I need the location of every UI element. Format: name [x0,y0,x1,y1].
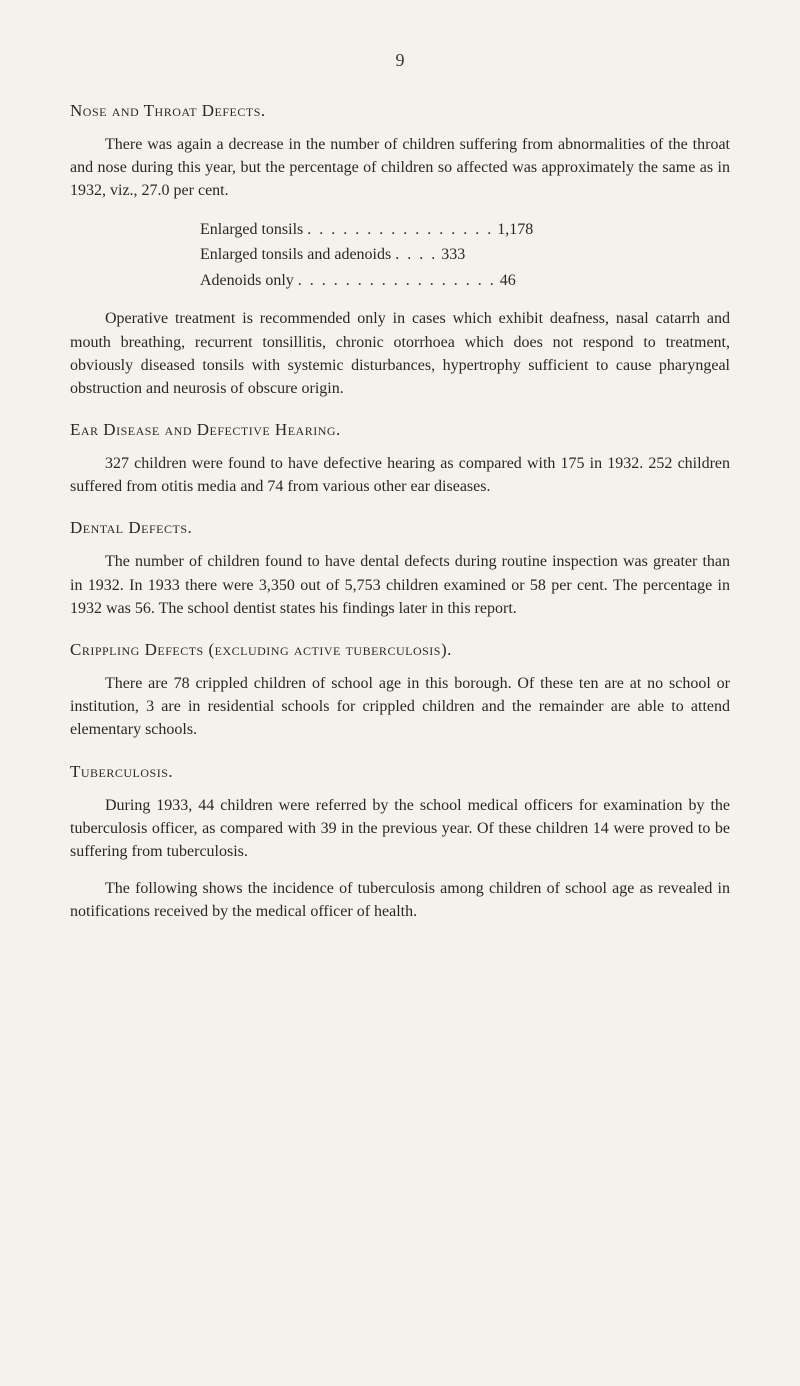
stat-value: 333 [441,242,465,268]
stat-label: Enlarged tonsils [200,217,303,243]
dental-defects-heading: Dental Defects. [70,518,730,538]
nose-throat-para-2: Operative treatment is recommended only … [70,307,730,400]
page-number: 9 [70,50,730,71]
tonsils-stats-table: Enlarged tonsils . . . . . . . . . . . .… [200,217,730,294]
crippling-defects-heading: Crippling Defects (excluding active tube… [70,640,730,660]
stat-row: Adenoids only . . . . . . . . . . . . . … [200,268,730,294]
dental-defects-para-1: The number of children found to have den… [70,550,730,620]
tuberculosis-para-2: The following shows the incidence of tub… [70,877,730,923]
stat-value: 1,178 [497,217,533,243]
ear-disease-heading: Ear Disease and Defective Hearing. [70,420,730,440]
document-page: 9 Nose and Throat Defects. There was aga… [0,0,800,978]
stat-dots: . . . . [391,242,441,268]
stat-row: Enlarged tonsils and adenoids . . . . 33… [200,242,730,268]
ear-disease-para-1: 327 children were found to have defectiv… [70,452,730,498]
stat-label: Adenoids only [200,268,294,294]
tuberculosis-heading: Tuberculosis. [70,762,730,782]
stat-value: 46 [500,268,516,294]
tuberculosis-para-1: During 1933, 44 children were referred b… [70,794,730,864]
stat-label: Enlarged tonsils and adenoids [200,242,391,268]
nose-throat-para-1: There was again a decrease in the number… [70,133,730,203]
stat-dots: . . . . . . . . . . . . . . . . . [294,268,500,294]
stat-dots: . . . . . . . . . . . . . . . . [303,217,497,243]
stat-row: Enlarged tonsils . . . . . . . . . . . .… [200,217,730,243]
nose-throat-heading: Nose and Throat Defects. [70,101,730,121]
crippling-defects-para-1: There are 78 crippled children of school… [70,672,730,742]
